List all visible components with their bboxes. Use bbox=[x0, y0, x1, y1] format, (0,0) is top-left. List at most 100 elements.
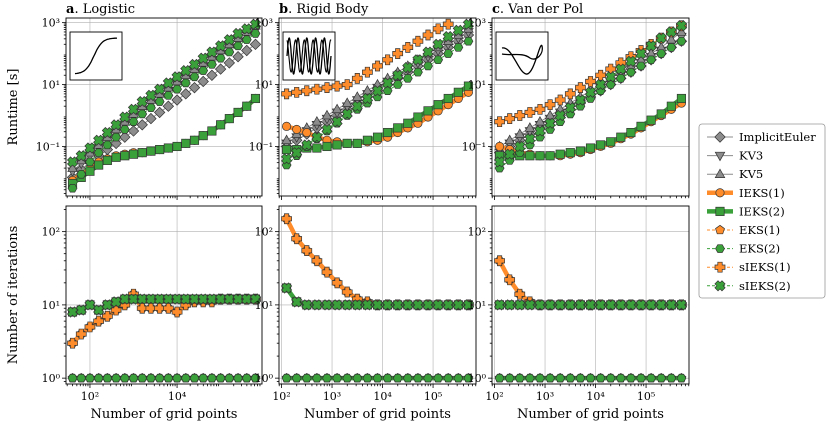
panel-c-runtime-point-sieks-2 bbox=[514, 140, 526, 153]
panel-b-runtime-point-sieks-2 bbox=[341, 108, 353, 120]
panel-c-iterations-point-sieks-2 bbox=[655, 299, 667, 311]
panel-a-title: a. Logistic bbox=[66, 2, 135, 17]
panel-b-runtime-point-ieks-1 bbox=[302, 127, 312, 138]
panel-a-runtime-point-ieks-2 bbox=[250, 93, 261, 104]
panel-c-iterations-point-sieks-2 bbox=[504, 299, 516, 311]
panel-b-runtime-point-sieks-2 bbox=[382, 77, 394, 89]
legend-entry-eks-2: EKS(2) bbox=[707, 242, 780, 256]
panel-b-iterations-point-sieks-2 bbox=[442, 299, 454, 311]
panel-b-runtime-point-sieks-2 bbox=[361, 92, 373, 105]
panel-a-iterations-point-sieks-2 bbox=[154, 293, 166, 305]
panel-a-runtime-point-ieks-2 bbox=[207, 126, 217, 136]
panel-b-iterations-point-eks2 bbox=[372, 373, 383, 383]
panel-a-iterations-point-sieks-1 bbox=[84, 321, 96, 333]
panel-b-runtime-point-eks-2 bbox=[423, 61, 433, 71]
panel-a-iterations-point-sieks-2 bbox=[232, 293, 244, 305]
legend-marker-kv5 bbox=[714, 168, 726, 178]
panel-c-iterations-point-eks2 bbox=[605, 373, 616, 383]
panel-a-runtime-frame bbox=[65, 17, 263, 197]
panel-a-runtime-point-eks-2 bbox=[250, 29, 261, 38]
panel-a-iterations-point-eks2 bbox=[189, 373, 200, 383]
panel-c-iterations-frame bbox=[491, 205, 690, 385]
panel-c-runtime-point-sieks-1 bbox=[524, 107, 536, 118]
panel-b-runtime-point-eks-2 bbox=[433, 55, 444, 65]
panel-b-iterations-xtick-label: 10² bbox=[272, 390, 290, 403]
panel-a-runtime-point-eks-2 bbox=[163, 91, 174, 100]
panel-b-runtime-point-sieks-1 bbox=[382, 54, 393, 66]
panel-c-iterations-point-sieks-2 bbox=[564, 299, 576, 311]
panel-a-iterations-point-eks2 bbox=[137, 373, 148, 383]
panel-a-iterations-point-sieks-1 bbox=[93, 315, 105, 327]
panel-a-iterations-point-eks2 bbox=[172, 373, 182, 383]
panel-a-runtime-point-sieks-2 bbox=[249, 18, 262, 30]
legend-label-sieks-2: sIEKS(2) bbox=[739, 279, 791, 293]
panel-b-runtime-point-sieks-1 bbox=[291, 86, 303, 98]
panel-c-iterations-point-eks2 bbox=[535, 373, 545, 383]
panel-c-runtime-point-ieks-2 bbox=[636, 121, 646, 131]
panel-a-iterations-frame bbox=[65, 205, 263, 385]
panel-b-runtime-point-sieks-1 bbox=[402, 42, 414, 53]
panel-b-iterations-point-sieks-2 bbox=[452, 299, 464, 311]
panel-b-iterations-point-eks2 bbox=[311, 373, 322, 383]
legend-label-sieks-1: sIEKS(1) bbox=[739, 260, 791, 274]
legend-label-impliciteuler: ImplicitEuler bbox=[739, 130, 816, 144]
panel-b-runtime-point-eks-2 bbox=[453, 43, 464, 52]
panel-c-runtime-point-sieks-1 bbox=[595, 69, 606, 81]
legend-label-kv3: KV3 bbox=[739, 149, 763, 163]
panel-a-iterations-point-sieks-2 bbox=[197, 293, 209, 305]
panel-b-runtime-point-sieks-1 bbox=[362, 66, 373, 78]
panel-c-runtime-point-eks-2 bbox=[656, 49, 667, 58]
panel-c-runtime-point-sieks-2 bbox=[544, 117, 556, 129]
panel-a-runtime-ytick-label: 10⁻¹ bbox=[36, 140, 60, 153]
legend-entry-kv5: KV5 bbox=[707, 167, 763, 181]
panel-a: a. Logistic 10⁻¹ 10¹ 10³ 10² 10⁴ 10⁰ 10¹ 10² Numb… bbox=[36, 2, 263, 422]
panel-b-runtime-point-ieks-2 bbox=[352, 138, 362, 148]
panel-c-iterations-ytick-label: 10⁰ bbox=[468, 372, 487, 385]
panel-a-iterations-point-sieks-1 bbox=[75, 328, 87, 340]
panel-c-iterations-point-sieks-2 bbox=[605, 299, 617, 311]
panel-c-iterations-point-eks2 bbox=[666, 373, 677, 383]
panel-c-iterations-point-sieks-2 bbox=[615, 299, 627, 311]
panel-a-runtime-line-sieks-2 bbox=[72, 23, 256, 163]
panel-c-runtime-point-sieks-2 bbox=[595, 78, 607, 91]
panel-b-runtime-ytick-label: 10⁻¹ bbox=[249, 140, 273, 153]
legend-entry-sieks-2: sIEKS(2) bbox=[707, 279, 791, 293]
panel-a-title-text: . Logistic bbox=[74, 2, 135, 17]
panel-a-iterations-point-eks2 bbox=[224, 373, 235, 383]
panel-c-iterations-point-sieks-2 bbox=[675, 299, 688, 311]
panel-c-runtime-point-sieks-2 bbox=[584, 86, 597, 98]
panel-b-iterations-point-eks2 bbox=[443, 373, 454, 383]
panel-c-iterations-point-eks2 bbox=[575, 373, 586, 383]
panel-a-runtime-point-sieks-2 bbox=[197, 52, 209, 64]
panel-b-iterations-point-eks2 bbox=[392, 373, 403, 383]
legend-marker-kv3 bbox=[714, 151, 726, 162]
panel-c-iterations-point-sieks-2 bbox=[524, 299, 536, 311]
panel-a-iterations-point-eks2 bbox=[93, 373, 104, 383]
panel-b-iterations-point-sieks-2 bbox=[432, 299, 444, 311]
panel-a-runtime-point-impliciteuler bbox=[119, 131, 131, 143]
panel-b-runtime-point-kv5 bbox=[311, 115, 323, 126]
panel-a-iterations-point-eks2 bbox=[146, 373, 156, 383]
panel-b-iterations-point-sieks-2 bbox=[412, 299, 424, 311]
panel-b-runtime-series-sieks-2 bbox=[280, 18, 475, 165]
panel-c-iterations-point-sieks-2 bbox=[584, 299, 597, 311]
panel-b-inset-curve-2 bbox=[286, 39, 332, 73]
panel-b-runtime-point-ieks-2 bbox=[362, 135, 372, 145]
panel-c-runtime-point-eks-2 bbox=[666, 43, 677, 52]
panel-c-runtime-point-sieks-1 bbox=[605, 63, 617, 75]
panel-a-iterations-xtick-label: 10² bbox=[81, 390, 99, 403]
panel-c-runtime-point-sieks-2 bbox=[605, 71, 617, 83]
panel-c-runtime-point-ieks-2 bbox=[555, 149, 565, 159]
panel-a-runtime-point-ieks-2 bbox=[233, 107, 243, 117]
panel-b-runtime-point-sieks-2 bbox=[442, 30, 454, 43]
panel-a-iterations-point-sieks-1 bbox=[163, 302, 174, 314]
legend-marker-impliciteuler bbox=[714, 131, 726, 143]
panel-b-runtime-point-sieks-1 bbox=[432, 23, 444, 35]
panel-c-iterations-point-eks2 bbox=[615, 373, 626, 383]
panel-a-runtime: 10⁻¹ 10¹ 10³ bbox=[36, 17, 263, 200]
panel-a-runtime-point-impliciteuler bbox=[188, 81, 201, 94]
panel-a-runtime-point-sieks-2 bbox=[119, 111, 131, 123]
panel-c-letter: c bbox=[492, 2, 500, 17]
panel-c-runtime-point-sieks-2 bbox=[534, 125, 546, 137]
panel-a-runtime-point-impliciteuler bbox=[223, 57, 236, 69]
